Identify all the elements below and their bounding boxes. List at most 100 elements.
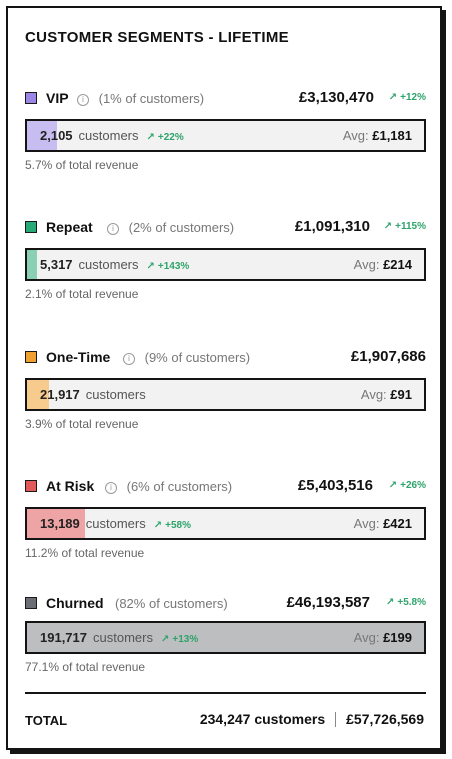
- count-trend-value: +143%: [157, 261, 190, 272]
- avg-amount: £199: [383, 630, 412, 645]
- segment-one-time: One-Time i (9% of customers) £1,907,686 …: [25, 347, 426, 431]
- trend-up-icon: ↗: [383, 221, 393, 232]
- customer-count-value: 21,917: [40, 387, 80, 402]
- revenue-trend: ↗ +12%: [389, 92, 426, 103]
- avg-label: Avg:: [353, 630, 380, 645]
- segment-meta: i (6% of customers): [105, 479, 232, 494]
- revenue-trend-value: +12%: [400, 92, 426, 103]
- customer-count: 2,105 customers ↗ +22%: [40, 128, 184, 143]
- segment-bar: 5,317 customers ↗ +143% Avg: £214: [25, 248, 426, 281]
- total-separator: [335, 712, 337, 727]
- segment-name: VIP: [46, 90, 69, 106]
- revenue-share: 77.1% of total revenue: [25, 660, 146, 674]
- average-value: Avg: £214: [354, 257, 412, 272]
- segment-vip: VIP i (1% of customers) £3,130,470 ↗ +12%…: [25, 88, 426, 172]
- trend-up-icon: ↗: [160, 634, 170, 645]
- bar-fill: [27, 380, 49, 409]
- count-trend-value: +22%: [157, 132, 184, 143]
- segment-revenue: £1,907,686: [350, 348, 426, 365]
- count-trend: ↗ +143%: [147, 261, 190, 272]
- total-customers: 234,247 customers: [199, 711, 326, 727]
- segment-revenue: £5,403,516: [297, 477, 373, 494]
- revenue-trend: ↗ +26%: [389, 480, 426, 491]
- customer-unit: customers: [93, 630, 153, 645]
- customer-count-value: 13,189: [40, 516, 80, 531]
- customer-count: 191,717 customers ↗ +13%: [40, 630, 198, 645]
- bar-fill: [27, 121, 57, 150]
- count-trend-value: +13%: [172, 634, 199, 645]
- bar-fill: [27, 509, 85, 538]
- segment-churned: Churned (82% of customers) £46,193,587 ↗…: [25, 593, 426, 674]
- segment-header: VIP i (1% of customers) £3,130,470 ↗ +12%: [25, 88, 426, 110]
- revenue-trend-value: +26%: [400, 480, 426, 491]
- segment-meta: i (1% of customers): [77, 91, 204, 106]
- avg-amount: £1,181: [372, 128, 412, 143]
- customer-percentage: (9% of customers): [144, 350, 251, 365]
- customer-unit: customers: [85, 387, 146, 402]
- total-label: TOTAL: [25, 713, 68, 728]
- trend-up-icon: ↗: [388, 480, 398, 491]
- segment-name: One-Time: [46, 349, 111, 365]
- segment-bar: 2,105 customers ↗ +22% Avg: £1,181: [25, 119, 426, 152]
- segment-header: One-Time i (9% of customers) £1,907,686: [25, 347, 426, 369]
- revenue-trend-value: +5.8%: [397, 597, 426, 608]
- customer-count-value: 2,105: [40, 128, 73, 143]
- count-trend: ↗ +13%: [161, 634, 198, 645]
- segment-meta: i (2% of customers): [107, 220, 234, 235]
- total-summary: 234,247 customers £57,726,569: [200, 711, 424, 727]
- revenue-share: 2.1% of total revenue: [25, 287, 139, 301]
- avg-label: Avg:: [353, 257, 380, 272]
- customer-unit: customers: [85, 516, 146, 531]
- avg-amount: £421: [383, 516, 412, 531]
- segment-meta: (82% of customers): [115, 596, 228, 611]
- segment-revenue: £1,091,310: [294, 218, 370, 235]
- total-revenue: £57,726,569: [346, 711, 424, 727]
- info-icon[interactable]: i: [107, 223, 119, 235]
- avg-label: Avg:: [353, 516, 380, 531]
- avg-amount: £214: [383, 257, 412, 272]
- card-title: CUSTOMER SEGMENTS - LIFETIME: [25, 29, 289, 46]
- revenue-trend-value: +115%: [395, 221, 426, 232]
- segment-meta: i (9% of customers): [123, 350, 250, 365]
- revenue-share: 5.7% of total revenue: [25, 158, 139, 172]
- customer-percentage: (2% of customers): [128, 220, 235, 235]
- count-trend-value: +58%: [165, 520, 191, 531]
- total-divider: [25, 692, 426, 694]
- segment-name: Repeat: [46, 219, 93, 235]
- info-icon[interactable]: i: [123, 353, 135, 365]
- segment-name: Churned: [46, 595, 104, 611]
- segment-repeat: Repeat i (2% of customers) £1,091,310 ↗ +…: [25, 217, 426, 301]
- customer-segments-card: CUSTOMER SEGMENTS - LIFETIME VIP i (1% o…: [6, 6, 442, 750]
- segment-bar: 21,917 customers Avg: £91: [25, 378, 426, 411]
- revenue-share: 11.2% of total revenue: [25, 546, 145, 560]
- segment-header: At Risk i (6% of customers) £5,403,516 ↗…: [25, 476, 426, 498]
- trend-up-icon: ↗: [388, 92, 398, 103]
- color-swatch: [25, 92, 37, 104]
- customer-unit: customers: [78, 257, 139, 272]
- bar-fill: [27, 250, 37, 279]
- average-value: Avg: £91: [361, 387, 412, 402]
- customer-count: 21,917 customers: [40, 387, 146, 402]
- avg-amount: £91: [390, 387, 412, 402]
- info-icon[interactable]: i: [105, 482, 117, 494]
- customer-percentage: (6% of customers): [126, 479, 233, 494]
- average-value: Avg: £421: [354, 516, 412, 531]
- segment-name: At Risk: [46, 478, 95, 494]
- revenue-share: 3.9% of total revenue: [25, 417, 139, 431]
- bar-fill: [27, 623, 424, 652]
- segment-bar: 191,717 customers ↗ +13% Avg: £199: [25, 621, 426, 654]
- customer-count: 13,189 customers ↗ +58%: [40, 516, 191, 531]
- revenue-trend: ↗ +5.8%: [386, 597, 426, 608]
- count-trend: ↗ +58%: [154, 520, 191, 531]
- trend-up-icon: ↗: [385, 597, 395, 608]
- trend-up-icon: ↗: [153, 520, 163, 531]
- customer-percentage: (82% of customers): [115, 596, 228, 611]
- customer-count-value: 5,317: [40, 257, 73, 272]
- avg-label: Avg:: [360, 387, 387, 402]
- segment-revenue: £3,130,470: [298, 89, 374, 106]
- color-swatch: [25, 480, 37, 492]
- info-icon[interactable]: i: [77, 94, 89, 106]
- count-trend: ↗ +22%: [147, 132, 184, 143]
- customer-unit: customers: [78, 128, 139, 143]
- segment-revenue: £46,193,587: [286, 594, 370, 611]
